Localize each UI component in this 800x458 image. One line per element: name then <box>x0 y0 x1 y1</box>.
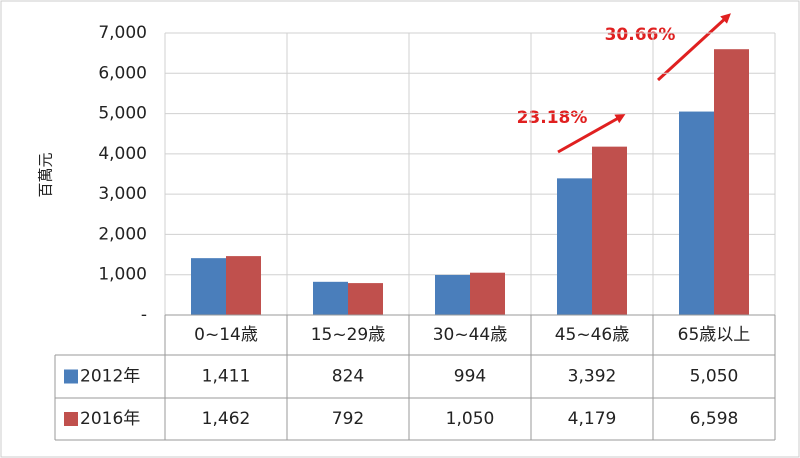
bar <box>470 272 505 315</box>
bar <box>435 274 470 315</box>
x-tick-label: 30~44歳 <box>433 325 508 345</box>
y-tick-label: - <box>141 305 147 325</box>
arrow <box>656 13 731 82</box>
bar <box>592 146 627 315</box>
bar <box>226 256 261 315</box>
x-tick-label: 15~29歳 <box>311 325 386 345</box>
table-cell: 3,392 <box>568 367 617 387</box>
y-tick-label: 6,000 <box>98 63 147 83</box>
table-cell: 994 <box>454 367 486 387</box>
bar <box>557 178 592 315</box>
x-tick-label: 0~14歳 <box>194 325 258 345</box>
y-tick-label: 5,000 <box>98 104 147 124</box>
table-cell: 824 <box>332 367 364 387</box>
legend-label: 2016年 <box>80 409 140 429</box>
table-cell: 1,050 <box>446 409 495 429</box>
legend-label: 2012年 <box>80 367 140 387</box>
y-tick-label: 4,000 <box>98 144 147 164</box>
y-tick-label: 7,000 <box>98 23 147 43</box>
arrow <box>557 114 626 154</box>
bar <box>191 258 226 315</box>
bar <box>313 281 348 315</box>
y-tick-label: 2,000 <box>98 224 147 244</box>
table-cell: 6,598 <box>690 409 739 429</box>
table-cell: 1,411 <box>202 367 251 387</box>
bar <box>679 111 714 315</box>
bar <box>714 49 749 316</box>
x-tick-label: 65歳以上 <box>678 325 751 345</box>
table-cell: 5,050 <box>690 367 739 387</box>
table-cell: 4,179 <box>568 409 617 429</box>
annotation: 23.18% <box>517 108 588 128</box>
x-tick-label: 45~46歳 <box>555 325 630 345</box>
y-tick-label: 1,000 <box>98 265 147 285</box>
table-cell: 792 <box>332 409 364 429</box>
legend-swatch <box>64 412 78 426</box>
y-axis-label: 百萬元 <box>37 152 55 197</box>
bar <box>348 283 383 315</box>
annotation: 30.66% <box>605 25 676 45</box>
legend-swatch <box>64 369 78 384</box>
table-cell: 1,462 <box>202 409 251 429</box>
y-tick-label: 3,000 <box>98 184 147 204</box>
plot: - 1,000 2,000 3,000 4,000 5,000 6,000 7,000 0~14… <box>54 23 776 441</box>
